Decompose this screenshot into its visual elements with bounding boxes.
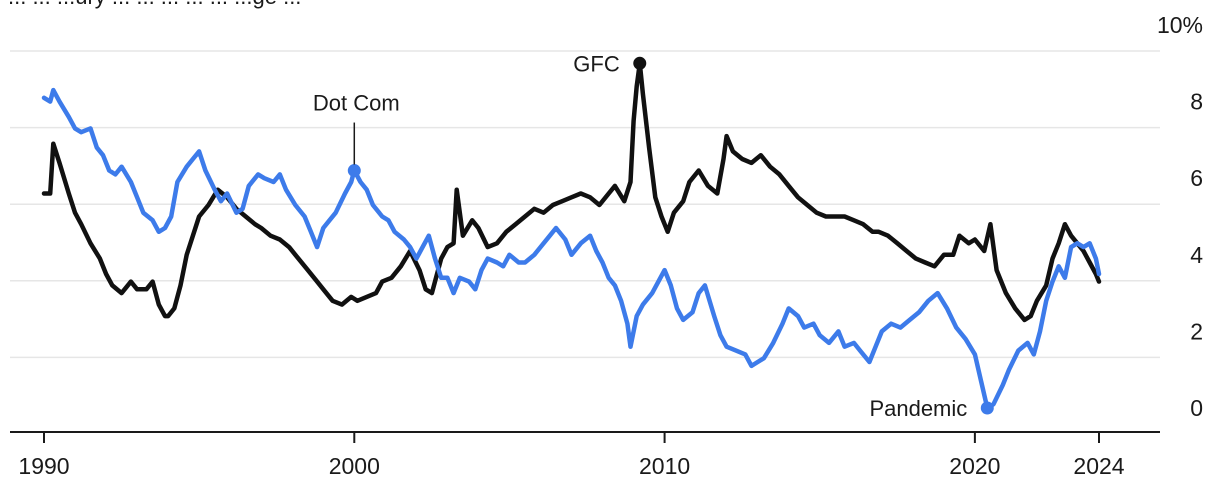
x-tick-label-2000: 2000 [329, 453, 380, 479]
y-tick-label-4: 4 [1190, 242, 1203, 268]
y-tick-label-8: 8 [1190, 89, 1203, 115]
series-line-black [41, 61, 1102, 323]
x-axis [10, 431, 1160, 443]
chart-header: ... ... ...ury ... ... ... ... ... ...ge… [8, 0, 301, 9]
series-lines [41, 61, 1102, 411]
y-tick-label-2: 2 [1190, 318, 1203, 344]
y-tick-label-0: 0 [1190, 395, 1203, 421]
x-tick-label-1990: 1990 [18, 453, 69, 479]
annotation-label-dot-com: Dot Com [313, 91, 400, 116]
x-tick-label-2010: 2010 [639, 453, 690, 479]
annotation-label-gfc: GFC [573, 51, 620, 76]
annotations: Dot Com GFC Pandemic [313, 51, 994, 421]
y-gridlines [10, 50, 1160, 359]
annotation-marker-pandemic [980, 401, 994, 415]
x-axis-labels: 1990 2000 2010 2020 2024 [18, 453, 1124, 479]
x-tick-label-2024: 2024 [1073, 453, 1124, 479]
y-tick-label-6: 6 [1190, 165, 1203, 191]
y-axis-labels: 0 2 4 6 8 10% [1157, 12, 1203, 421]
partial-title-text: ... ... ...ury ... ... ... ... ... ...ge… [8, 0, 301, 9]
annotation-label-pandemic: Pandemic [869, 396, 967, 421]
y-tick-label-10: 10% [1157, 12, 1203, 38]
annotation-marker-dot-com [347, 164, 361, 178]
series-line-blue [41, 87, 1102, 411]
annotation-marker-gfc [633, 56, 647, 70]
x-tick-label-2020: 2020 [949, 453, 1000, 479]
